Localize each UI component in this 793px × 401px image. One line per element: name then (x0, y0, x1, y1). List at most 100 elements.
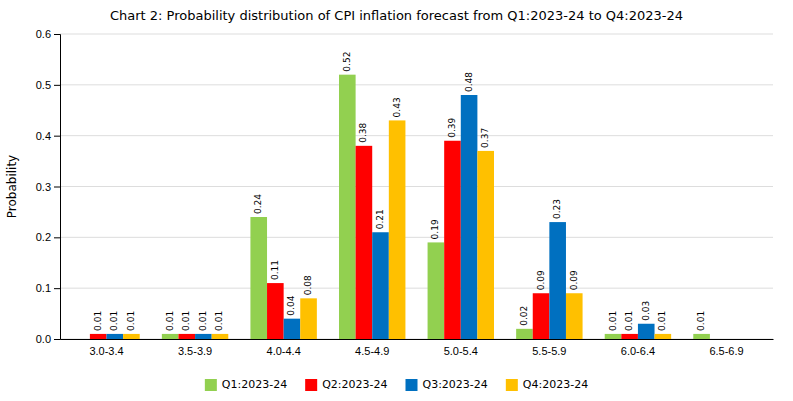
legend-item: Q3:2023-24 (406, 378, 488, 391)
bar (212, 334, 229, 339)
tick: 5.5-5.9 (532, 345, 566, 357)
bar (621, 334, 638, 339)
bar (389, 120, 406, 339)
bar (638, 324, 655, 339)
data-label: 0.01 (214, 311, 224, 331)
tick-mark (54, 237, 60, 238)
bar (655, 334, 672, 339)
axis-line (61, 339, 774, 340)
tick: 0.0 (36, 333, 60, 345)
tick-label: 0.6 (36, 28, 51, 40)
tick-label: 0.4 (36, 130, 51, 142)
plot: 0.010.240.520.190.020.010.010.010.010.11… (36, 28, 774, 357)
tick: 4.5-4.9 (355, 345, 389, 357)
grid-line (60, 237, 773, 238)
data-label: 0.02 (519, 306, 529, 326)
legend-label: Q3:2023-24 (423, 378, 488, 391)
data-label: 0.09 (536, 270, 546, 290)
tick-label: 5.0-5.4 (444, 345, 478, 357)
bar (372, 232, 389, 339)
data-labels: 0.010.240.520.190.020.010.010.010.010.11… (93, 52, 706, 331)
axis-line (54, 35, 61, 340)
data-label: 0.52 (342, 52, 352, 72)
bar (533, 293, 550, 339)
data-label: 0.01 (696, 311, 706, 331)
tick: 0.4 (36, 130, 60, 142)
y-axis: 0.0 0.1 0.2 0.3 0.4 0.5 0.6 (36, 28, 61, 345)
tick-mark (54, 34, 60, 35)
tick: 4.0-4.4 (267, 345, 301, 357)
data-label: 0.48 (464, 72, 474, 92)
legend-swatch (406, 379, 418, 391)
tick-mark (54, 136, 60, 137)
data-label: 0.01 (165, 311, 175, 331)
bar (516, 329, 533, 339)
tick: 0.2 (36, 231, 60, 243)
bar (428, 242, 445, 339)
bar (195, 334, 212, 339)
tick-label: 3.0-3.4 (89, 345, 123, 357)
grid-line (60, 34, 773, 35)
data-label: 0.03 (641, 301, 651, 321)
tick-label: 0.2 (36, 231, 51, 243)
tick-label: 5.5-5.9 (532, 345, 566, 357)
data-label: 0.09 (569, 270, 579, 290)
tick: 0.5 (36, 79, 60, 91)
bar-series (90, 141, 638, 339)
title: Chart 2: Probability distribution of CPI… (110, 8, 683, 23)
bar (566, 293, 583, 339)
bar (710, 339, 727, 340)
grid-line (60, 288, 773, 289)
chart: Chart 2: Probability distribution of CPI… (0, 0, 793, 401)
legend-swatch (305, 379, 317, 391)
data-label: 0.38 (358, 123, 368, 143)
bar-series (107, 95, 655, 339)
tick: 3.0-3.4 (89, 345, 123, 357)
tick: 0.1 (36, 282, 60, 294)
tick: 0.6 (36, 28, 60, 40)
data-label: 0.11 (270, 260, 280, 280)
data-label: 0.21 (375, 209, 385, 229)
tick: 3.5-3.9 (178, 345, 212, 357)
tick-label: 0.3 (36, 181, 51, 193)
grid-line (60, 186, 773, 187)
legend-label: Q4:2023-24 (523, 378, 588, 391)
data-label: 0.08 (303, 275, 313, 295)
bar (123, 334, 140, 339)
tick-label: 6.5-6.9 (709, 345, 743, 357)
bar (90, 334, 107, 339)
tick-label: 4.0-4.4 (267, 345, 301, 357)
tick: 0.3 (36, 181, 60, 193)
data-label: 0.37 (480, 128, 490, 148)
data-label: 0.01 (181, 311, 191, 331)
bar (73, 339, 90, 340)
tick: 6.5-6.9 (709, 345, 743, 357)
bar (267, 283, 284, 339)
bar-series (123, 120, 671, 339)
bar (300, 298, 317, 339)
data-label: 0.39 (447, 117, 457, 137)
bar (284, 319, 301, 339)
data-label: 0.04 (286, 295, 296, 315)
bar (250, 217, 267, 339)
bar-series (162, 75, 710, 339)
legend-label: Q1:2023-24 (222, 378, 287, 391)
tick-label: 0.1 (36, 282, 51, 294)
tick-label: 6.0-6.4 (621, 345, 655, 357)
grid-line (60, 135, 773, 136)
data-label: 0.01 (126, 311, 136, 331)
bar (743, 339, 760, 340)
legend: Q1:2023-24Q2:2023-24Q3:2023-24Q4:2023-24 (205, 378, 588, 391)
tick-mark (54, 288, 60, 289)
tick-label: 3.5-3.9 (178, 345, 212, 357)
tick-label: 0.0 (36, 333, 51, 345)
legend-swatch (506, 379, 518, 391)
legend-swatch (205, 379, 217, 391)
bar (444, 141, 461, 339)
x-axis: 3.0-3.4 3.5-3.9 4.0-4.4 4.5-4.9 5.0-5.4 5.5-5… (61, 340, 774, 357)
data-label: 0.23 (552, 199, 562, 219)
bar (356, 146, 373, 339)
data-label: 0.01 (93, 311, 103, 331)
legend-item: Q1:2023-24 (205, 378, 287, 391)
data-label: 0.24 (253, 194, 263, 214)
